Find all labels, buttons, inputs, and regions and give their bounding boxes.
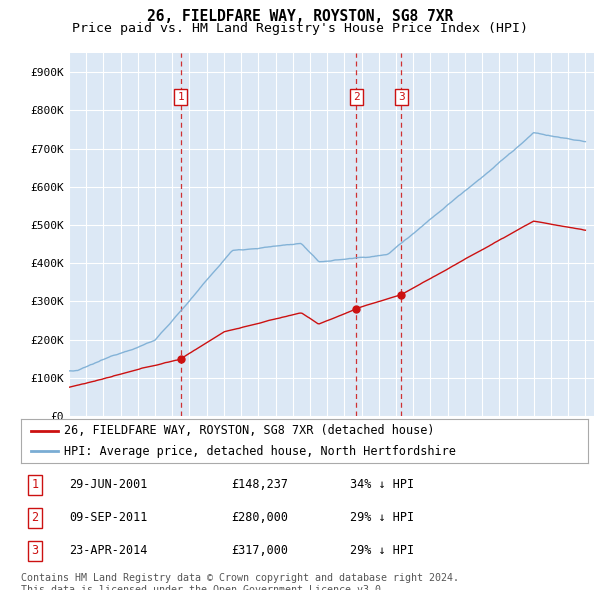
Text: 23-APR-2014: 23-APR-2014	[69, 544, 148, 558]
Text: 09-SEP-2011: 09-SEP-2011	[69, 511, 148, 525]
Text: 29-JUN-2001: 29-JUN-2001	[69, 478, 148, 491]
Text: 29% ↓ HPI: 29% ↓ HPI	[350, 544, 414, 558]
Text: 1: 1	[178, 91, 184, 101]
Text: 26, FIELDFARE WAY, ROYSTON, SG8 7XR: 26, FIELDFARE WAY, ROYSTON, SG8 7XR	[147, 9, 453, 24]
Text: 1: 1	[32, 478, 39, 491]
Text: 34% ↓ HPI: 34% ↓ HPI	[350, 478, 414, 491]
Text: HPI: Average price, detached house, North Hertfordshire: HPI: Average price, detached house, Nort…	[64, 445, 455, 458]
Text: 29% ↓ HPI: 29% ↓ HPI	[350, 511, 414, 525]
Text: 2: 2	[353, 91, 359, 101]
Text: Price paid vs. HM Land Registry's House Price Index (HPI): Price paid vs. HM Land Registry's House …	[72, 22, 528, 35]
Text: £317,000: £317,000	[231, 544, 288, 558]
Text: 3: 3	[398, 91, 405, 101]
Text: 2: 2	[32, 511, 39, 525]
Text: £148,237: £148,237	[231, 478, 288, 491]
Text: £280,000: £280,000	[231, 511, 288, 525]
Text: 26, FIELDFARE WAY, ROYSTON, SG8 7XR (detached house): 26, FIELDFARE WAY, ROYSTON, SG8 7XR (det…	[64, 424, 434, 437]
Text: 3: 3	[32, 544, 39, 558]
Text: Contains HM Land Registry data © Crown copyright and database right 2024.
This d: Contains HM Land Registry data © Crown c…	[21, 573, 459, 590]
